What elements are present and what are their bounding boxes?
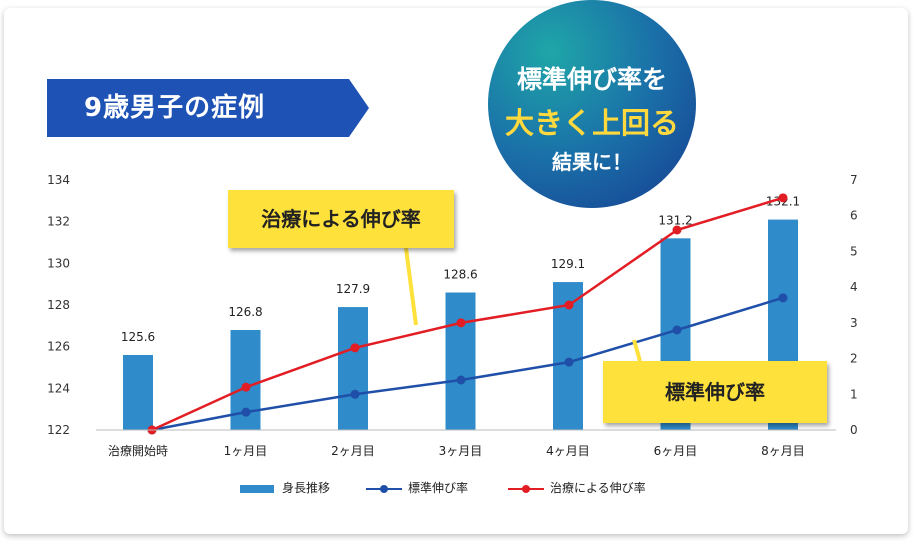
right-axis-tick-label: 0: [850, 423, 858, 437]
series-point: [241, 407, 251, 417]
right-axis-tick-label: 5: [850, 244, 858, 258]
series-point: [778, 193, 788, 203]
legend-item-treatment: 治療による伸び率: [508, 478, 646, 498]
bar-data-label: 126.8: [228, 305, 262, 319]
bar: [338, 307, 368, 430]
right-axis-tick-label: 6: [850, 209, 858, 223]
series-point: [564, 300, 574, 310]
series-point: [241, 382, 251, 392]
banner-title: 9歳男子の症例: [84, 93, 266, 123]
left-axis-tick-label: 122: [47, 423, 70, 437]
bar: [445, 292, 476, 430]
right-axis-tick-label: 1: [850, 387, 858, 401]
x-axis-tick-label: 4ヶ月目: [546, 444, 590, 458]
x-axis-labels: 治療開始時 1ヶ月目 2ヶ月目 3ヶ月目 4ヶ月目 6ヶ月目 8ヶ月目: [108, 444, 805, 458]
legend-item-standard: 標準伸び率: [366, 478, 468, 498]
series-point: [672, 225, 682, 235]
legend-swatch-standard: [366, 484, 402, 493]
x-axis-tick-label: 8ヶ月目: [761, 444, 805, 458]
legend-swatch-bar: [240, 484, 274, 493]
right-axis-tick-label: 7: [850, 173, 858, 187]
treatment-callout: 治療による伸び率: [228, 190, 454, 248]
title-banner: [47, 79, 369, 137]
series-point: [350, 389, 360, 399]
right-axis-tick-label: 3: [850, 316, 858, 330]
legend-label-treatment: 治療による伸び率: [550, 481, 646, 495]
bar-data-label: 128.6: [443, 268, 477, 282]
bar-data-label: 127.9: [336, 282, 370, 296]
badge-line3: 結果に！: [552, 150, 632, 174]
series-point: [456, 375, 466, 385]
legend-swatch-treatment: [508, 484, 544, 493]
x-axis-tick-label: 治療開始時: [108, 444, 168, 458]
left-axis-tick-label: 132: [47, 215, 70, 229]
callout-pointer-treatment: [404, 247, 418, 326]
left-axis-tick-label: 130: [47, 256, 70, 270]
left-axis-tick-label: 128: [47, 298, 70, 312]
x-axis-tick-label: 1ヶ月目: [224, 444, 268, 458]
left-axis-tick-label: 126: [47, 340, 70, 354]
standard-callout: 標準伸び率: [603, 361, 827, 423]
badge-line2: 大きく上回る: [504, 106, 679, 140]
bar-data-label: 125.6: [121, 330, 155, 344]
legend-label-height: 身長推移: [282, 481, 331, 495]
bar-data-label: 129.1: [551, 257, 585, 271]
x-axis-tick-label: 3ヶ月目: [439, 444, 483, 458]
series-point: [672, 325, 682, 335]
right-axis-ticks: 0 1 2 3 4 5 6 7: [850, 173, 858, 437]
badge-line1: 標準伸び率を: [516, 65, 667, 94]
legend-label-standard: 標準伸び率: [408, 481, 469, 495]
right-axis-tick-label: 4: [850, 280, 858, 294]
bar-data-label: 131.2: [658, 213, 692, 227]
series-point: [456, 318, 466, 328]
series-point: [350, 343, 360, 353]
callout-pointer-standard: [632, 339, 642, 362]
bar: [123, 355, 153, 430]
left-axis-tick-label: 124: [47, 381, 70, 395]
x-axis-tick-label: 2ヶ月目: [331, 444, 375, 458]
left-axis-tick-label: 134: [47, 173, 70, 187]
series-point: [778, 293, 788, 303]
right-axis-tick-label: 2: [850, 352, 858, 366]
x-axis-tick-label: 6ヶ月目: [654, 444, 698, 458]
series-lines: [147, 193, 788, 435]
left-axis-ticks: 122 124 126 128 130 132 134: [47, 173, 70, 437]
highlight-badge: 標準伸び率を 大きく上回る 結果に！: [488, 0, 696, 208]
series-point: [564, 357, 574, 367]
legend-item-height: 身長推移: [240, 478, 330, 498]
